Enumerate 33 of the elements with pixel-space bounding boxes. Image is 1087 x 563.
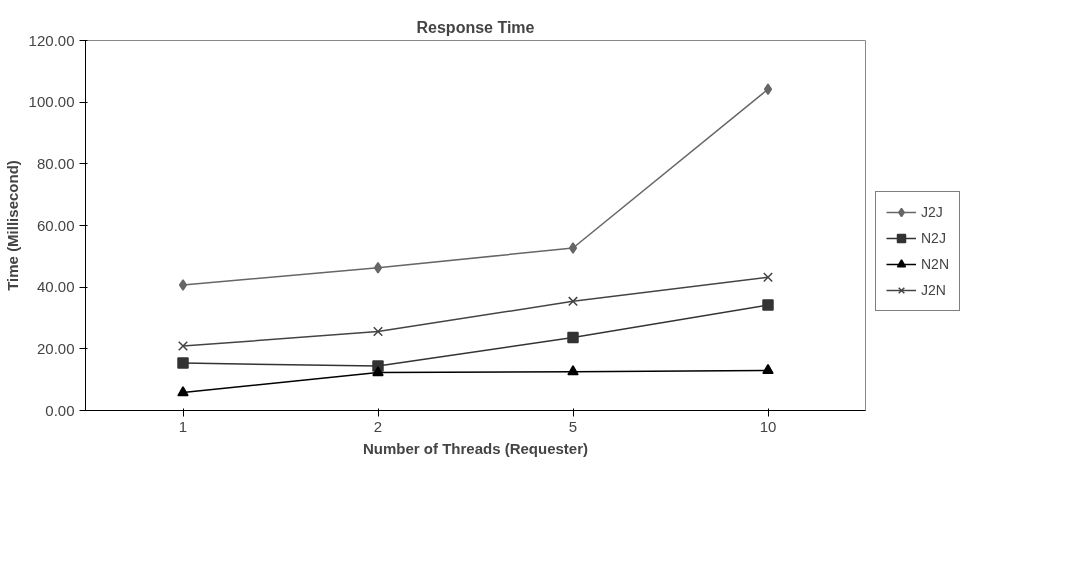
legend-label: J2J xyxy=(921,204,943,220)
point xyxy=(762,363,774,375)
y-tick-label: 100.00 xyxy=(28,93,75,111)
legend-label: N2N xyxy=(921,256,950,272)
x-tick-label: 10 xyxy=(759,417,777,435)
point xyxy=(177,357,189,369)
y-tick-label: 60.00 xyxy=(36,216,75,234)
point xyxy=(372,366,384,377)
legend-label: J2N xyxy=(921,282,946,298)
point xyxy=(763,83,773,95)
y-tick-label: 80.00 xyxy=(36,154,75,172)
point xyxy=(178,341,188,352)
point xyxy=(763,272,773,283)
point xyxy=(373,326,383,337)
y-axis-title: Time (Millisecond) xyxy=(3,160,21,291)
y-tick-label: 0.00 xyxy=(45,401,75,419)
point xyxy=(177,386,189,397)
x-tick-label: 2 xyxy=(373,417,383,435)
x-tick-label: 1 xyxy=(178,417,188,435)
point xyxy=(567,331,579,344)
point xyxy=(762,299,774,311)
point xyxy=(178,279,188,291)
point xyxy=(568,242,578,254)
chart-title: Response Time xyxy=(416,18,535,36)
y-tick-label: 40.00 xyxy=(36,278,75,296)
y-tick-label: 20.00 xyxy=(36,339,75,357)
point xyxy=(567,365,579,376)
point xyxy=(373,261,383,274)
x-tick-label: 5 xyxy=(568,417,578,435)
point xyxy=(568,296,578,307)
legend-label: N2J xyxy=(921,230,946,246)
y-tick-label: 120.00 xyxy=(28,31,75,49)
x-axis-title: Number of Threads (Requester) xyxy=(362,439,589,457)
